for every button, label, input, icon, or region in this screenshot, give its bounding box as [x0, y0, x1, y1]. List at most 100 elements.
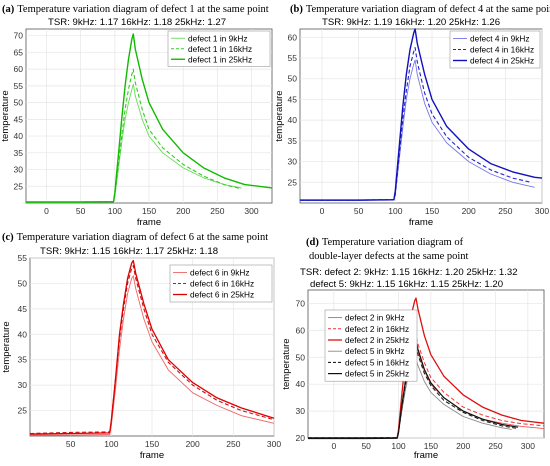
legend-label: defect 5 in 9kHz	[345, 346, 405, 356]
y-tick-label: 25	[18, 406, 28, 416]
y-tick-label: 55	[288, 53, 298, 63]
legend-label: defect 4 in 16kHz	[470, 45, 534, 55]
panel-a-title: (a) Temperature variation diagram of defe…	[2, 4, 269, 15]
panel-a-subtitle: TSR: 9kHz: 1.17 16kHz: 1.18 25kHz: 1.27	[48, 17, 226, 28]
y-tick-label: 30	[296, 406, 306, 416]
panel-b-xlabel: frame	[409, 217, 433, 228]
panel-d-subtitle-line2: defect 5: 9kHz: 1.15 16kHz: 1.15 25kHz: …	[310, 279, 503, 290]
panel-c-series	[29, 259, 275, 436]
panel-a: (a) Temperature variation diagram of defe…	[0, 4, 273, 228]
y-tick-label: 50	[18, 278, 28, 288]
panel-c-ticks: 50 100 150 200 250 300 25 30 35 40 45 50 55	[18, 253, 282, 449]
panel-d-xlabel: frame	[414, 450, 438, 461]
y-tick-label: 55	[18, 253, 28, 263]
x-tick-label: 300	[535, 206, 549, 216]
panel-c-title: (c) Temperature variation diagram of defe…	[2, 232, 268, 243]
legend-label: defect 1 in 25kHz	[188, 54, 252, 64]
panel-d-title-line1-text: Temperature variation diagram of	[322, 237, 464, 248]
y-tick-label: 35	[18, 355, 28, 365]
y-tick-label: 40	[18, 329, 28, 339]
x-tick-label: 0	[44, 206, 49, 216]
x-tick-label: 0	[331, 441, 336, 451]
panel-c-title-text: Temperature variation diagram of defect …	[17, 232, 269, 243]
y-tick-label: 30	[288, 157, 298, 167]
y-tick-label: 40	[14, 131, 24, 141]
y-tick-label: 50	[296, 352, 306, 362]
panel-b-subtitle: TSR: 9kHz: 1.19 16kHz: 1.20 25kHz: 1.26	[322, 17, 500, 28]
x-tick-label: 100	[388, 206, 402, 216]
panel-b-letter: (b)	[290, 4, 303, 15]
x-tick-label: 200	[456, 441, 470, 451]
panel-a-ticks: 0 50 100 150 200 250 300 25 30 35 40 45 50 55 60 65 70	[14, 31, 259, 216]
legend-label: defect 2 in 16kHz	[345, 324, 409, 334]
y-tick-label: 35	[288, 136, 298, 146]
series-line-3	[29, 259, 275, 435]
x-tick-label: 100	[108, 206, 122, 216]
panel-a-letter: (a)	[2, 4, 15, 15]
panel-d: (d) Temperature variation diagram of doub…	[281, 237, 545, 461]
x-tick-label: 300	[521, 441, 535, 451]
legend-label: defect 5 in 16kHz	[345, 357, 409, 367]
panel-b-series	[300, 28, 543, 201]
y-tick-label: 35	[14, 148, 24, 158]
x-tick-label: 200	[176, 206, 190, 216]
y-tick-label: 65	[14, 47, 24, 57]
series-line-5	[308, 345, 519, 439]
legend-box	[324, 309, 418, 382]
panel-c-subtitle: TSR: 9kHz: 1.15 16kHz: 1.17 25kHz: 1.18	[40, 246, 218, 257]
panel-a-ylabel: temperature	[0, 90, 11, 141]
panel-a-xlabel: frame	[137, 217, 161, 228]
x-tick-label: 0	[320, 206, 325, 216]
legend-label: defect 2 in 25kHz	[345, 335, 409, 345]
panel-a-title-text: Temperature variation diagram of defect …	[17, 4, 269, 15]
legend-label: defect 5 in 25kHz	[345, 369, 409, 379]
y-tick-label: 60	[14, 64, 24, 74]
y-tick-label: 45	[14, 114, 24, 124]
panel-c-xlabel: frame	[140, 450, 164, 461]
legend-label: defect 1 in 9kHz	[188, 33, 248, 43]
panel-a-series	[26, 33, 273, 203]
x-tick-label: 250	[210, 206, 224, 216]
panel-c: (c) Temperature variation diagram of defe…	[1, 232, 281, 461]
y-tick-label: 50	[14, 98, 24, 108]
x-tick-label: 150	[424, 441, 438, 451]
panel-d-ticks: 0 50 100 150 200 250 300 20 30 40 50 60 70	[296, 298, 536, 451]
panel-d-title-line1: (d) Temperature variation diagram of	[306, 237, 464, 248]
panel-b-ticks: 0 50 100 150 200 250 300 25 30 35 40 45 50 55 60	[288, 32, 550, 216]
y-tick-label: 60	[296, 325, 306, 335]
x-tick-label: 200	[462, 206, 476, 216]
x-tick-label: 100	[104, 439, 118, 449]
legend-box	[169, 264, 273, 303]
panel-c-ylabel: temperature	[1, 321, 12, 372]
x-tick-label: 300	[267, 439, 281, 449]
panel-d-ylabel: temperature	[281, 338, 292, 389]
x-tick-label: 250	[498, 206, 512, 216]
legend-label: defect 6 in 16kHz	[190, 279, 254, 289]
y-tick-label: 45	[288, 94, 298, 104]
panel-b-title: (b) Temperature variation diagram of defe…	[290, 4, 550, 15]
legend-label: defect 6 in 9kHz	[190, 268, 250, 278]
panel-d-title-line2: double-layer defects at the same point	[309, 251, 469, 262]
x-tick-label: 50	[361, 441, 371, 451]
y-tick-label: 50	[288, 74, 298, 84]
y-tick-label: 25	[14, 181, 24, 191]
series-line-3	[26, 33, 273, 203]
series-line-3	[300, 28, 543, 201]
x-tick-label: 50	[66, 439, 76, 449]
x-tick-label: 150	[145, 439, 159, 449]
y-tick-label: 20	[296, 433, 306, 443]
panel-d-subtitle-line1: TSR: defect 2: 9kHz: 1.15 16kHz: 1.20 25…	[300, 267, 518, 278]
y-tick-label: 40	[296, 379, 306, 389]
panel-b-title-text: Temperature variation diagram of defect …	[306, 4, 550, 15]
legend-label: defect 2 in 9kHz	[345, 313, 405, 323]
legend-label: defect 4 in 25kHz	[470, 56, 534, 66]
x-tick-label: 50	[76, 206, 86, 216]
x-tick-label: 150	[425, 206, 439, 216]
legend-label: defect 6 in 25kHz	[190, 290, 254, 300]
x-tick-label: 50	[354, 206, 364, 216]
y-tick-label: 30	[18, 380, 28, 390]
x-tick-label: 150	[142, 206, 156, 216]
